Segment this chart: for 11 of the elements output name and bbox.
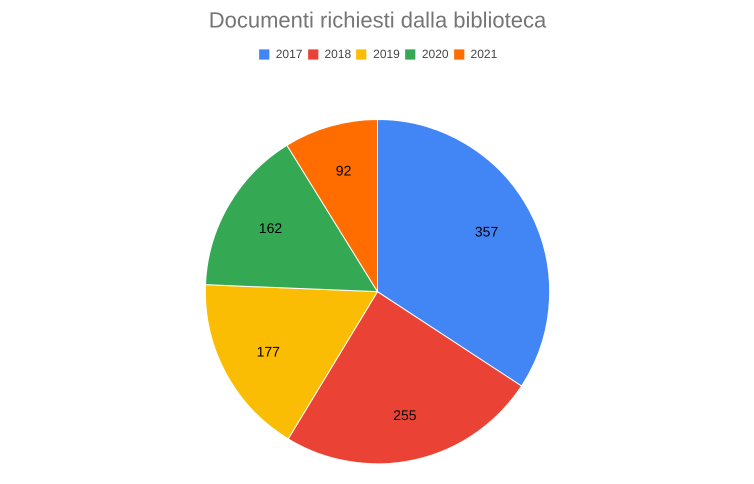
data-label: 92 — [336, 162, 352, 178]
data-label: 357 — [474, 224, 498, 240]
legend-label: 2017 — [276, 47, 302, 61]
legend-label: 2020 — [422, 47, 449, 61]
legend-label: 2018 — [324, 47, 352, 61]
chart-title: Documenti richiesti dalla biblioteca — [208, 8, 548, 32]
legend-label: 2021 — [470, 47, 498, 61]
data-label: 255 — [393, 406, 417, 423]
data-label: 162 — [258, 220, 282, 236]
legend-label: 2019 — [373, 47, 400, 61]
data-label: 177 — [256, 343, 280, 360]
